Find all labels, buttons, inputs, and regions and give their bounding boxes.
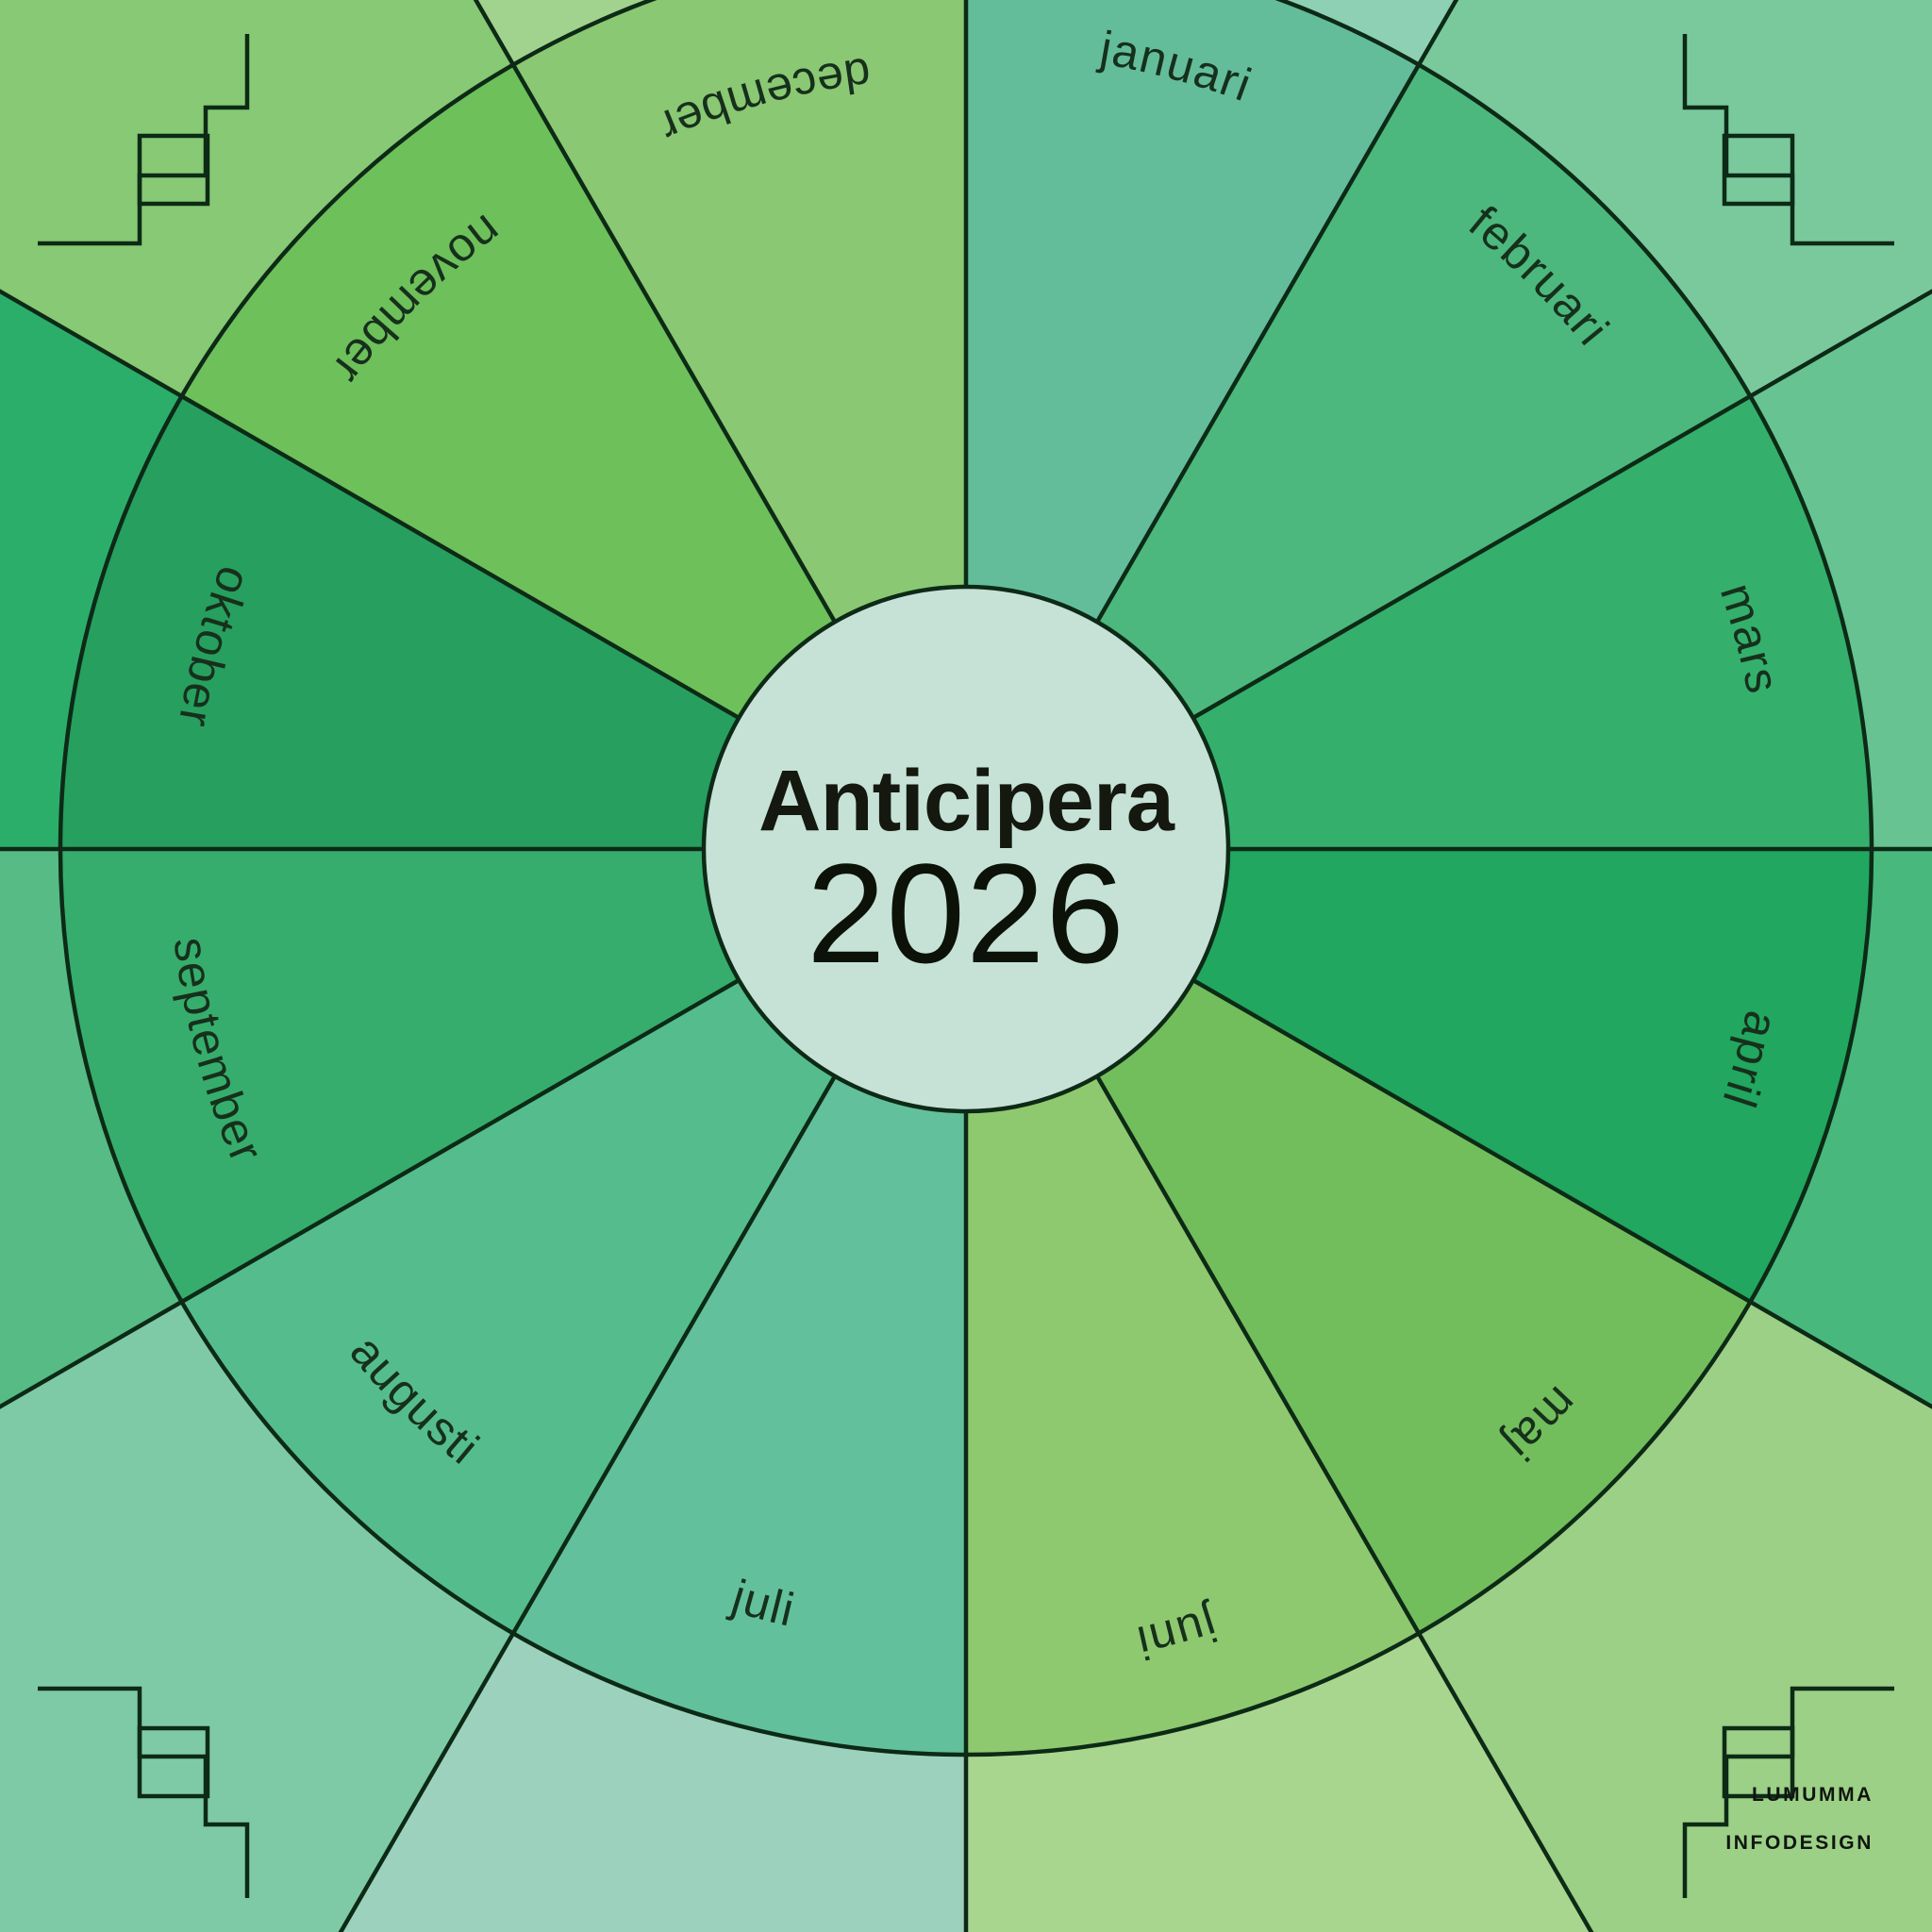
corner-mark-bottom-right [1682, 1686, 1894, 1898]
corner-registration-marks [38, 34, 1894, 1898]
divider-line-mars [1189, 289, 1932, 722]
corner-square [137, 1725, 210, 1799]
month-wedge-maj[interactable] [966, 849, 1751, 1634]
corner-mark-top-left [38, 34, 250, 246]
divider-line-december [473, 0, 839, 626]
outer-circle-outline [58, 0, 1874, 1757]
publisher-suffix: INFODESIGN [1725, 1831, 1874, 1854]
divider-line-november [0, 289, 743, 722]
center-hub-circle [701, 584, 1231, 1114]
month-wedge-februari[interactable] [966, 64, 1751, 850]
divider-line-september [0, 976, 743, 1409]
corner-mark-bottom-left [38, 1686, 250, 1898]
publisher-credit: LUMUMMA INFODESIGN [1725, 1758, 1874, 1879]
divider-line-februari [1093, 0, 1459, 626]
corner-square [1722, 133, 1795, 207]
month-wedge-november[interactable] [181, 64, 967, 850]
center-title: Anticipera [758, 753, 1175, 849]
divider-line-juni [1093, 1072, 1594, 1932]
corner-square [137, 133, 210, 207]
publisher-name: LUMUMMA [1751, 1783, 1874, 1806]
divider-line-augusti [338, 1072, 839, 1932]
month-wedge-augusti[interactable] [181, 849, 967, 1634]
divider-line-maj [1189, 976, 1932, 1409]
corner-square [1722, 1725, 1795, 1799]
corner-mark-top-right [1682, 34, 1894, 246]
center-year: 2026 [807, 834, 1125, 992]
